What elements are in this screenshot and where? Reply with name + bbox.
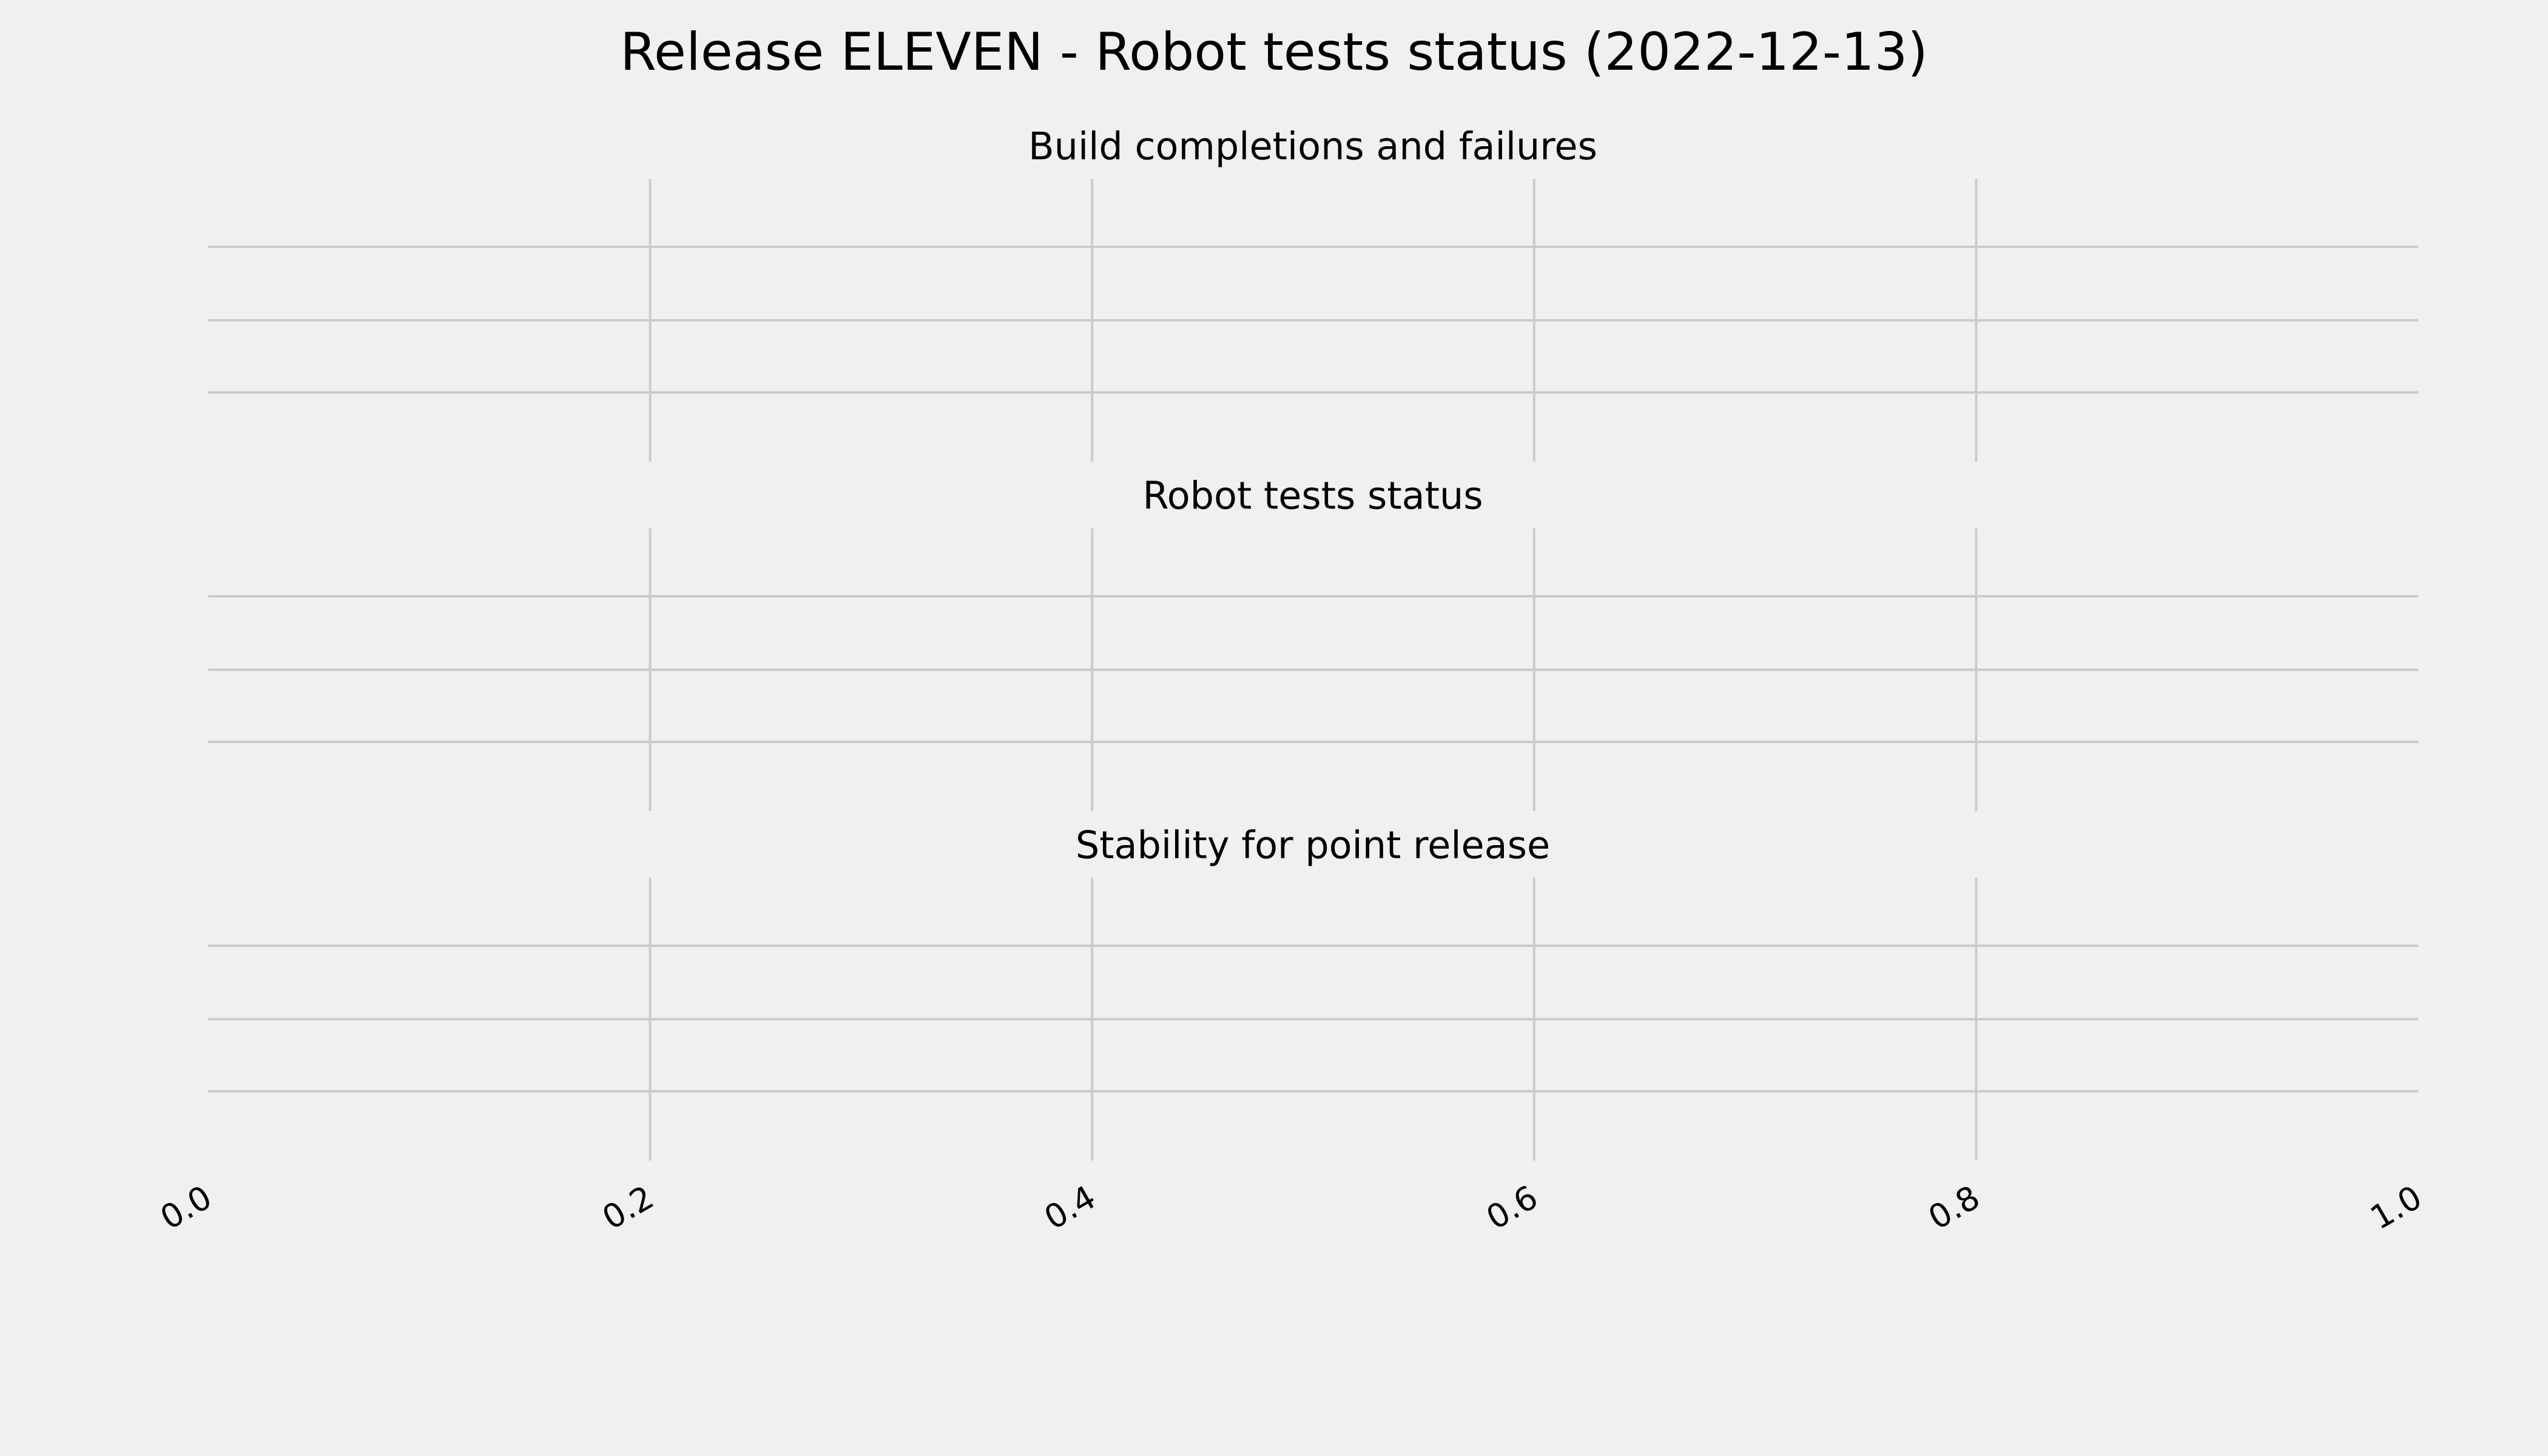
subplot-title: Robot tests status xyxy=(1142,474,1483,518)
subplot-1: Build completions and failures xyxy=(208,124,2418,462)
subplot-title: Stability for point release xyxy=(1076,823,1550,868)
figure-title: Release ELEVEN - Robot tests status (202… xyxy=(620,22,1928,83)
subplot-title: Build completions and failures xyxy=(1028,124,1597,169)
subplot-2: Robot tests status xyxy=(208,474,2418,811)
